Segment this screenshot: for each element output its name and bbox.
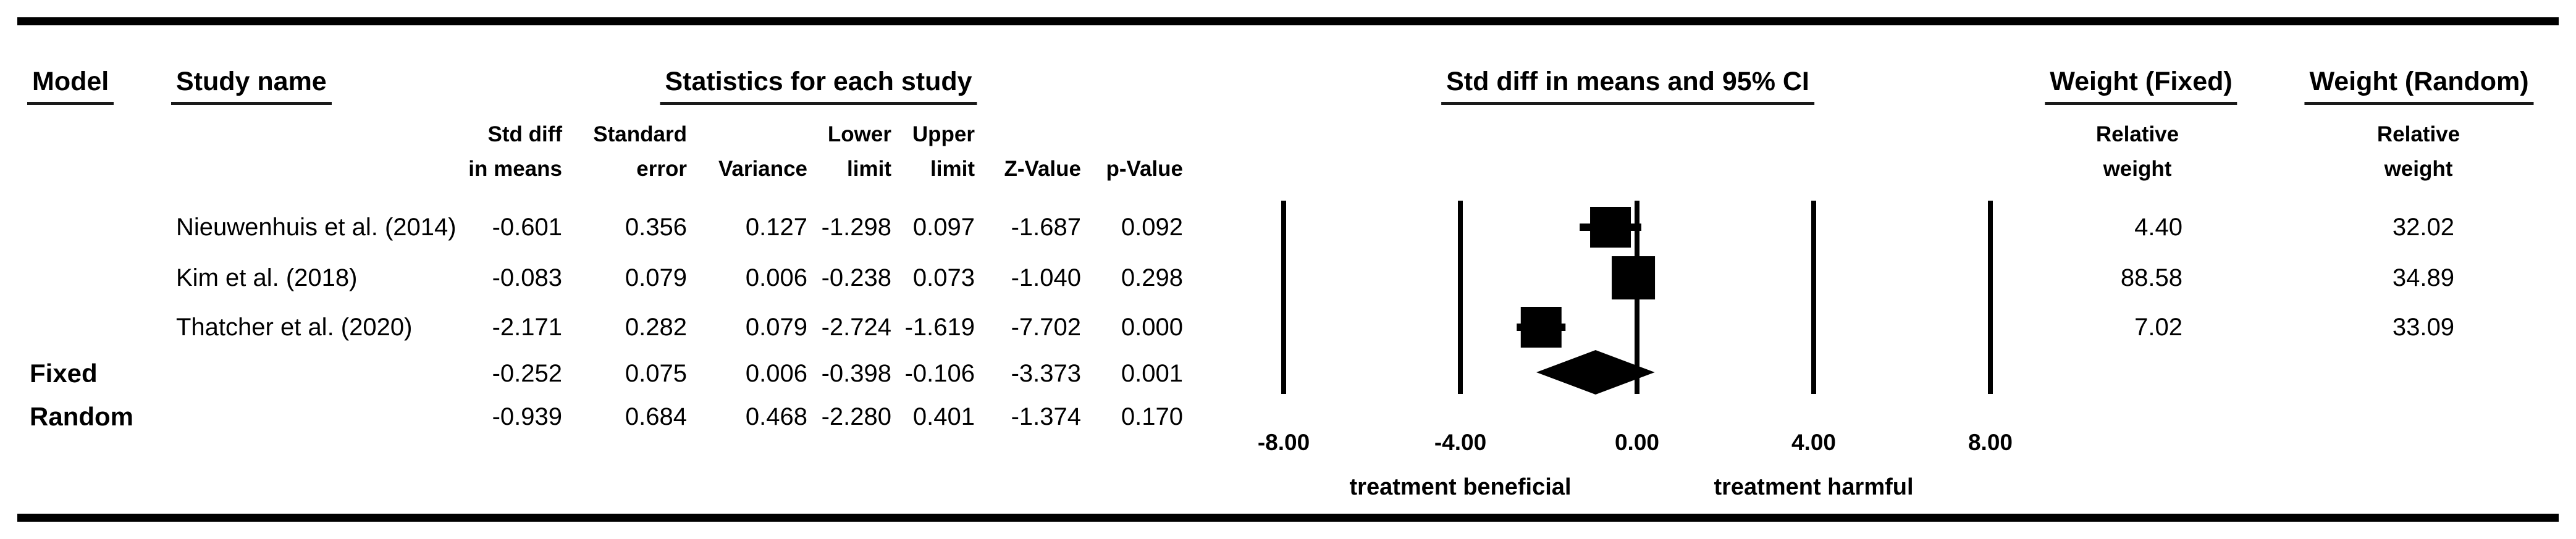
upper-limit-value: 0.401 <box>912 403 975 430</box>
study-name: Thatcher et al. (2020) <box>176 314 413 341</box>
subheader-std-diff-line1: Std diff <box>487 122 562 146</box>
upper-limit-value: -1.619 <box>904 314 975 341</box>
p-value: 0.170 <box>1121 403 1183 430</box>
std-diff-value: -0.083 <box>492 264 562 291</box>
standard-error-value: 0.356 <box>625 214 687 241</box>
std-diff-value: -0.252 <box>492 360 562 387</box>
z-value: -1.040 <box>1011 264 1081 291</box>
lower-limit-value: -0.238 <box>821 264 891 291</box>
study-name: Nieuwenhuis et al. (2014) <box>176 214 457 241</box>
variance-value: 0.006 <box>745 360 807 387</box>
standard-error-value: 0.075 <box>625 360 687 387</box>
subheader-weight-fixed-line1: Relative <box>2095 122 2179 146</box>
subheader-standard-error-line1: Standard <box>593 122 687 146</box>
variance-value: 0.079 <box>745 314 807 341</box>
axis-tick-label: 8.00 <box>1968 430 2013 455</box>
subheader-lower-line2: limit <box>847 157 891 181</box>
lower-limit-value: -1.298 <box>821 214 891 241</box>
column-heading-weight-random: Weight (Random) <box>2304 68 2534 105</box>
axis-note-beneficial: treatment beneficial <box>1350 474 1572 500</box>
column-heading-weight-fixed: Weight (Fixed) <box>2045 68 2237 105</box>
subheader-upper-line2: limit <box>930 157 975 181</box>
variance-value: 0.468 <box>745 403 807 430</box>
z-value: -1.687 <box>1011 214 1081 241</box>
column-heading-statistics: Statistics for each study <box>660 68 977 105</box>
upper-limit-value: 0.073 <box>912 264 975 291</box>
weight-fixed-value: 4.40 <box>2134 214 2182 241</box>
axis-tick-label: 4.00 <box>1791 430 1836 455</box>
study-point-square <box>1520 307 1562 348</box>
subheader-weight-fixed-line2: weight <box>2103 157 2172 181</box>
model-label-fixed: Fixed <box>30 359 98 388</box>
lower-limit-value: -0.398 <box>821 360 891 387</box>
z-value: -7.702 <box>1011 314 1081 341</box>
study-point-square <box>1590 207 1631 248</box>
subheader-upper-line1: Upper <box>912 122 975 146</box>
weight-fixed-value: 7.02 <box>2134 314 2182 341</box>
p-value: 0.092 <box>1121 214 1183 241</box>
subheader-z-value: Z-Value <box>1004 157 1081 181</box>
z-value: -3.373 <box>1011 360 1081 387</box>
upper-limit-value: 0.097 <box>912 214 975 241</box>
subheader-std-diff-line2: in means <box>468 157 562 181</box>
variance-value: 0.006 <box>745 264 807 291</box>
pooled-diamond <box>1536 350 1655 395</box>
subheader-p-value: p-Value <box>1106 157 1183 181</box>
upper-limit-value: -0.106 <box>904 360 975 387</box>
axis-tick-label: -8.00 <box>1258 430 1310 455</box>
standard-error-value: 0.079 <box>625 264 687 291</box>
z-value: -1.374 <box>1011 403 1081 430</box>
study-point-square <box>1612 256 1656 299</box>
weight-fixed-value: 88.58 <box>2120 264 2182 291</box>
std-diff-value: -0.939 <box>492 403 562 430</box>
standard-error-value: 0.684 <box>625 403 687 430</box>
study-name: Kim et al. (2018) <box>176 264 358 291</box>
std-diff-value: -2.171 <box>492 314 562 341</box>
variance-value: 0.127 <box>745 214 807 241</box>
axis-tick-label: -4.00 <box>1434 430 1486 455</box>
axis-tick-label: 0.00 <box>1615 430 1659 455</box>
bottom-rule <box>17 514 2559 522</box>
column-heading-model: Model <box>27 68 114 105</box>
weight-random-value: 32.02 <box>2392 214 2454 241</box>
subheader-variance: Variance <box>718 157 807 181</box>
weight-random-value: 34.89 <box>2392 264 2454 291</box>
subheader-lower-line1: Lower <box>827 122 891 146</box>
lower-limit-value: -2.280 <box>821 403 891 430</box>
subheader-weight-random-line1: Relative <box>2376 122 2460 146</box>
model-label-random: Random <box>30 402 133 431</box>
std-diff-value: -0.601 <box>492 214 562 241</box>
subheader-standard-error-line2: error <box>636 157 687 181</box>
subheader-weight-random-line2: weight <box>2384 157 2453 181</box>
column-heading-study-name: Study name <box>171 68 332 105</box>
p-value: 0.000 <box>1121 314 1183 341</box>
top-rule <box>17 17 2559 25</box>
axis-note-harmful: treatment harmful <box>1714 474 1913 500</box>
p-value: 0.001 <box>1121 360 1183 387</box>
weight-random-value: 33.09 <box>2392 314 2454 341</box>
p-value: 0.298 <box>1121 264 1183 291</box>
standard-error-value: 0.282 <box>625 314 687 341</box>
lower-limit-value: -2.724 <box>821 314 891 341</box>
column-heading-plot: Std diff in means and 95% CI <box>1441 68 1814 105</box>
